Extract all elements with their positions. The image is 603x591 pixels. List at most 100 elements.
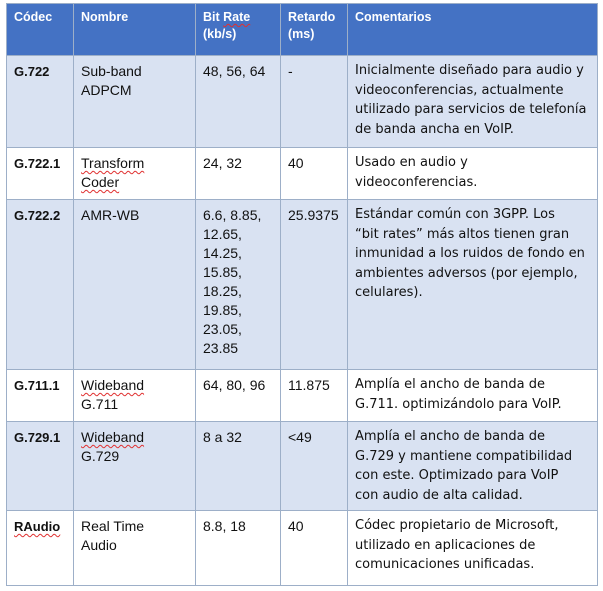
- codec-label: G.729.1: [14, 430, 61, 445]
- bitrate-cell: 24, 32: [195, 147, 281, 200]
- table-row: G.729.1 Wideband G.729 8 a 32 <49 Amplía el a…: [6, 421, 598, 511]
- name-cell: Transform Coder: [73, 147, 196, 200]
- name-line: Coder: [81, 173, 188, 192]
- bitrate-line: 6.6, 8.85,: [203, 207, 262, 223]
- comment-line: Amplía el ancho de banda de: [355, 377, 545, 392]
- bitrate-line: 8 a 32: [203, 429, 242, 445]
- name-line: G.711: [81, 395, 188, 414]
- header-codec: Códec: [6, 3, 74, 56]
- name-line: Sub-band: [81, 62, 188, 81]
- comment-line: con audio de alta calidad.: [355, 487, 523, 503]
- header-bitrate: Bit Rate (kb/s): [195, 3, 281, 56]
- delay-cell: 40: [280, 147, 348, 200]
- name-text: Audio: [81, 537, 117, 553]
- comment-line: inmunidad a los ruidos de fondo en: [355, 246, 585, 261]
- delay-cell: 11.875: [280, 369, 348, 422]
- bitrate-cell: 48, 56, 64: [195, 55, 281, 148]
- name-text: G.711: [81, 396, 119, 412]
- table-row: RAudio Real Time Audio 8.8, 18 40 Códec propi…: [6, 510, 598, 586]
- codec-cell: RAudio: [6, 510, 74, 586]
- table-row: G.711.1 Wideband G.711 64, 80, 96 11.875 Ampl…: [6, 369, 598, 422]
- name-text: Coder: [81, 174, 120, 190]
- comment-line: G.729 y mantiene compatibilidad: [355, 448, 573, 464]
- comment-cell: Inicialmente diseñado para audio y videoc…: [347, 55, 598, 148]
- comment-cell: Usado en audio y videoconferencias.: [347, 147, 598, 200]
- comment-line: ambientes adversos (por ejemplo,: [355, 265, 578, 281]
- comment-line: videoconferencias, actualmente: [355, 82, 564, 98]
- delay-cell: 25.9375: [280, 199, 348, 370]
- comment-cell: Amplía el ancho de banda de G.711. optimi…: [347, 369, 598, 422]
- codec-label: RAudio: [14, 519, 61, 534]
- bitrate-line: 14.25,: [203, 245, 242, 261]
- name-cell: Real Time Audio: [73, 510, 196, 586]
- codec-label: G.722: [14, 64, 50, 79]
- name-text: Sub-band: [81, 63, 142, 79]
- bitrate-line: 18.25,: [203, 283, 242, 299]
- name-cell: Wideband G.729: [73, 421, 196, 511]
- codec-label: G.711.1: [14, 378, 60, 393]
- comment-line: con este. Optimizado para VoIP: [355, 468, 559, 483]
- header-comentarios-label: Comentarios: [355, 10, 432, 24]
- codec-cell: G.722.1: [6, 147, 74, 200]
- name-text: Wideband: [81, 429, 145, 445]
- name-line: Audio: [81, 536, 188, 555]
- name-cell: Wideband G.711: [73, 369, 196, 422]
- name-line: ADPCM: [81, 81, 188, 100]
- delay-cell: -: [280, 55, 348, 148]
- name-text: AMR-WB: [81, 207, 140, 223]
- bitrate-line: 48, 56, 64: [203, 63, 266, 79]
- table-body: G.722 Sub-band ADPCM 48, 56, 64- Inicialment…: [6, 55, 598, 586]
- header-nombre: Nombre: [73, 3, 196, 56]
- codec-cell: G.722.2: [6, 199, 74, 370]
- name-line: Real Time: [81, 517, 188, 536]
- table-row: G.722.2 AMR-WB 6.6, 8.85, 12.65, 14.25, 15.85…: [6, 199, 598, 370]
- bitrate-line: 15.85,: [203, 264, 242, 280]
- comment-line: Inicialmente diseñado para audio y: [355, 63, 584, 78]
- name-text: Real Time: [81, 518, 145, 534]
- name-text: G.729: [81, 448, 120, 464]
- bitrate-cell: 8 a 32: [195, 421, 281, 511]
- comment-cell: Códec propietario de Microsoft, utilizado…: [347, 510, 598, 586]
- delay-cell: 40: [280, 510, 348, 586]
- header-retardo: Retardo (ms): [280, 3, 348, 56]
- header-bitrate-word1: Bit: [203, 10, 220, 24]
- comment-line: videoconferencias.: [355, 174, 478, 190]
- bitrate-line: 24, 32: [203, 155, 242, 171]
- table-row: G.722 Sub-band ADPCM 48, 56, 64- Inicialment…: [6, 55, 598, 148]
- name-text: ADPCM: [81, 82, 132, 98]
- name-cell: AMR-WB: [73, 199, 196, 370]
- name-line: Wideband: [81, 428, 188, 447]
- header-retardo-label: Retardo: [288, 10, 336, 24]
- header-codec-label: Códec: [14, 10, 53, 24]
- header-bitrate-word2: Rate: [223, 10, 251, 24]
- comment-line: celulares).: [355, 285, 423, 300]
- name-line: Transform: [81, 154, 188, 173]
- bitrate-cell: 8.8, 18: [195, 510, 281, 586]
- header-nombre-label: Nombre: [81, 10, 129, 24]
- comment-line: Usado en audio y: [355, 155, 468, 170]
- comment-line: comunicaciones unificadas.: [355, 557, 535, 572]
- name-text: Wideband: [81, 377, 145, 393]
- comment-cell: Amplía el ancho de banda de G.729 y manti…: [347, 421, 598, 511]
- table-row: G.722.1 Transform Coder 24, 32 40 Usado en au…: [6, 147, 598, 200]
- bitrate-line: 23.05,: [203, 321, 242, 337]
- bitrate-line: 64, 80, 96: [203, 377, 266, 393]
- name-line: AMR-WB: [81, 206, 188, 225]
- comment-line: de banda ancha en VoIP.: [355, 121, 514, 137]
- header-retardo-unit: (ms): [288, 27, 315, 41]
- delay-cell: <49: [280, 421, 348, 511]
- header-bitrate-title: Bit Rate: [203, 9, 273, 26]
- comment-line: utilizado en aplicaciones de: [355, 537, 536, 553]
- comment-cell: Estándar común con 3GPP. Los “bit rates” …: [347, 199, 598, 370]
- codec-comparison-table: Códec Nombre Bit Rate (kb/s) Retardo (ms…: [6, 3, 598, 586]
- comment-line: Códec propietario de Microsoft,: [355, 518, 559, 533]
- comment-line: Amplía el ancho de banda de: [355, 429, 545, 444]
- comment-line: Estándar común con 3GPP. Los: [355, 207, 555, 222]
- bitrate-line: 19.85,: [203, 302, 242, 318]
- bitrate-cell: 6.6, 8.85, 12.65, 14.25, 15.85, 18.25, 19.85,…: [195, 199, 281, 370]
- comment-line: utilizado para servicios de telefonía: [355, 102, 587, 117]
- name-line: Wideband: [81, 376, 188, 395]
- codec-cell: G.729.1: [6, 421, 74, 511]
- header-comentarios: Comentarios: [347, 3, 598, 56]
- comment-line: “bit rates” más altos tienen gran: [355, 226, 570, 242]
